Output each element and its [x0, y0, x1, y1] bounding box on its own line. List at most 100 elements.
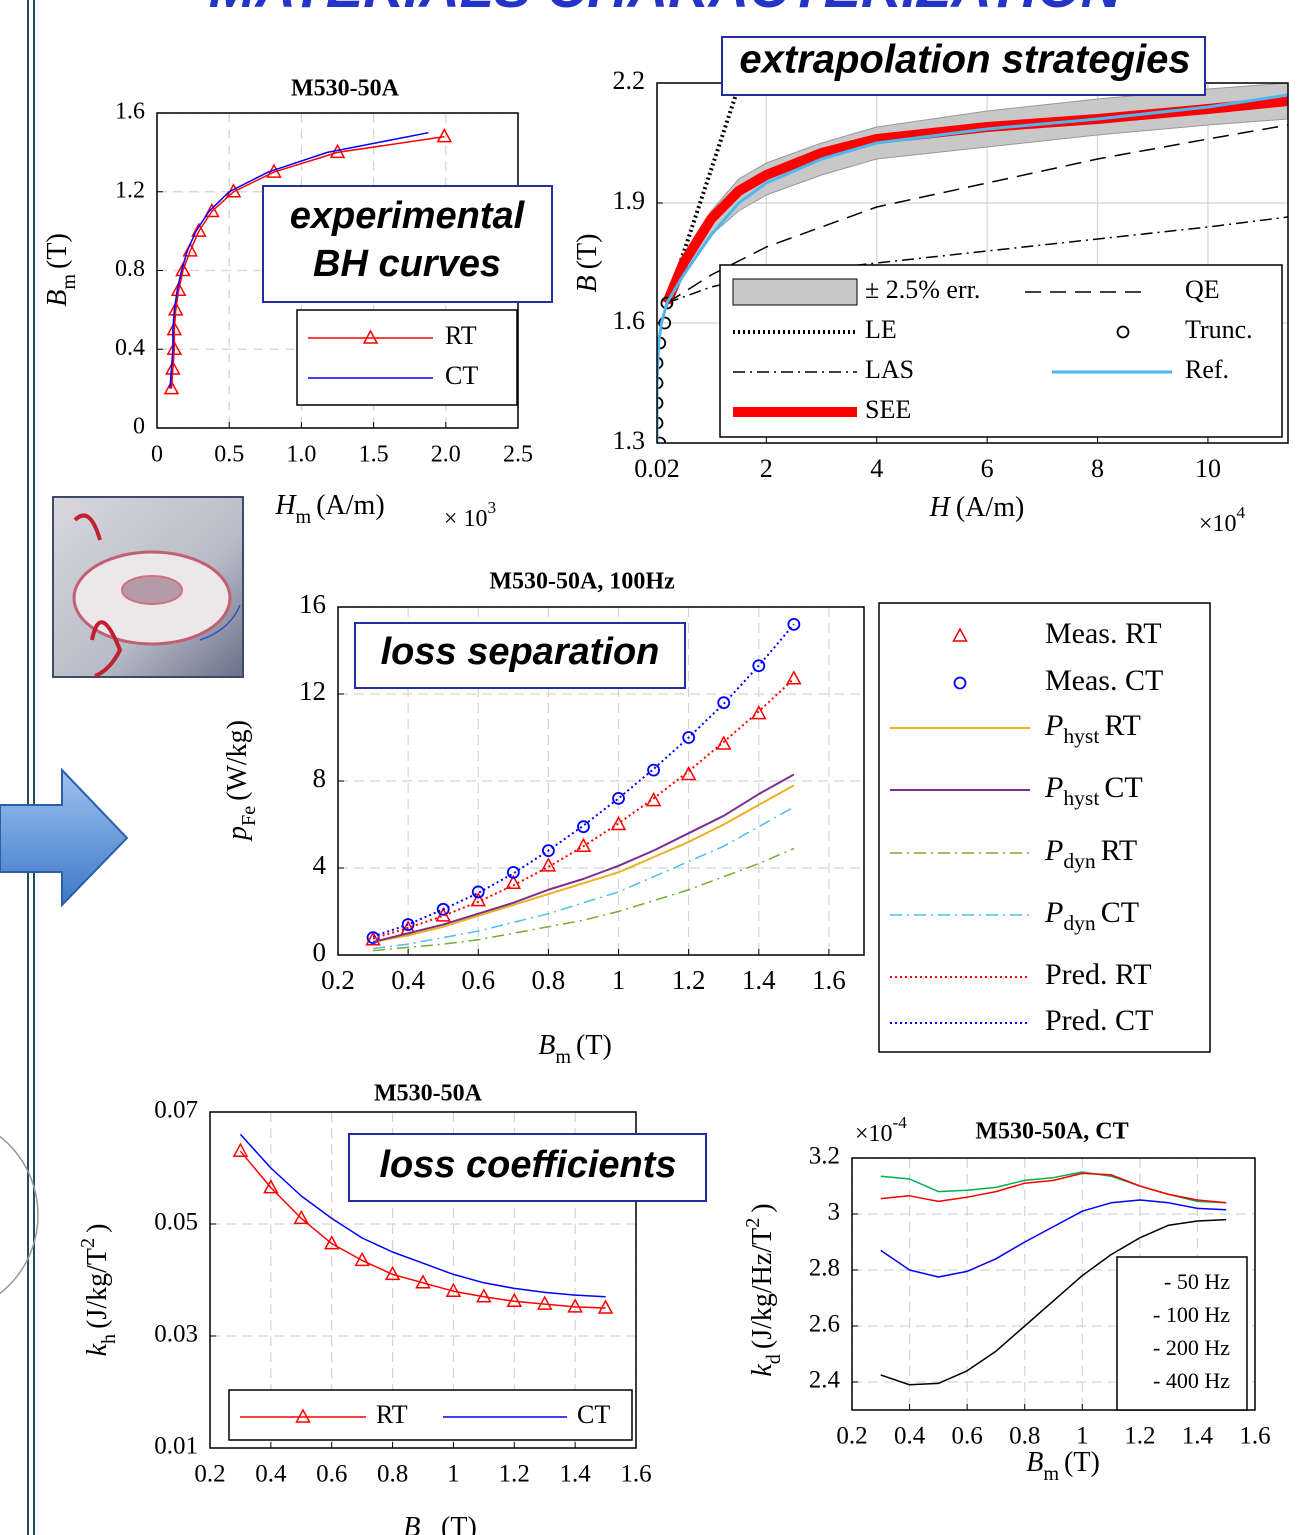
photo: [52, 496, 244, 678]
legend-label: - 400 Hz: [1153, 1368, 1230, 1393]
x-axis-label: Bm (T): [403, 1512, 477, 1535]
marker: [657, 396, 664, 410]
marker: [401, 918, 415, 931]
text-part: -4: [893, 1113, 908, 1132]
axis-multiplier: ×104: [1199, 503, 1246, 537]
marker: [471, 885, 485, 899]
x-tick-label: 0.6: [316, 1461, 347, 1488]
y-tick-label: 1.6: [115, 99, 145, 125]
axes-box: [209, 1111, 637, 1449]
text-part: CT: [1104, 771, 1142, 804]
annotation: extrapolation strategies: [739, 38, 1190, 82]
y-tick-label: 0.8: [115, 256, 145, 282]
text-part: ×10: [1199, 511, 1237, 537]
marker: [658, 316, 672, 330]
text-part: (T): [42, 233, 73, 269]
text-part: hyst: [1063, 786, 1099, 810]
annotation-box: [262, 185, 553, 303]
annotation-box: [348, 1133, 707, 1202]
x-tick-label: 0: [151, 442, 163, 468]
y-tick-label: 1.9: [613, 186, 646, 215]
legend-label: LAS: [865, 355, 914, 384]
marker: [567, 1298, 583, 1313]
chart-title: M530-50A, CT: [975, 1119, 1128, 1145]
legend-label: Pred. CT: [1045, 1004, 1153, 1037]
x-axis-label: H (A/m): [929, 492, 1025, 523]
marker: [175, 261, 191, 277]
marker: [657, 436, 667, 443]
legend-label: LE: [865, 315, 897, 344]
chart-title: M530-50A, 100Hz: [489, 569, 675, 595]
text-part: (T): [1064, 1447, 1100, 1478]
x-tick-label: 0.4: [894, 1423, 926, 1450]
marker: [657, 416, 664, 430]
annotation: loss separation: [381, 631, 660, 673]
text-part: 4: [1236, 503, 1245, 522]
series-line: [169, 131, 429, 389]
y-axis-label: pFe (W/kg): [222, 720, 259, 842]
y-tick-label: 1.2: [115, 177, 145, 203]
marker: [445, 1282, 462, 1297]
marker: [323, 1235, 340, 1250]
marker: [362, 329, 379, 344]
text-part: (A/m): [316, 490, 384, 521]
text-part: P: [1044, 834, 1063, 867]
y-axis-label: Bm (T): [42, 233, 79, 307]
legend-label: Physt CT: [1044, 771, 1143, 810]
x-tick-label: 0.2: [321, 965, 355, 995]
marker: [952, 627, 968, 642]
marker: [384, 1265, 401, 1281]
series-line: [170, 135, 445, 389]
x-tick-label: 1.6: [1239, 1423, 1270, 1450]
y-tick-label: 3: [828, 1199, 841, 1226]
marker: [435, 907, 451, 922]
marker: [612, 792, 625, 805]
text-part: 2: [77, 1238, 99, 1248]
x-tick-label: 1: [1076, 1423, 1089, 1450]
y-tick-label: 0.4: [115, 335, 145, 361]
y-tick-label: 4: [313, 850, 327, 880]
chart: 0.2 0.4 0.6 0.8 1 1.2 1.4 1.6 0 4 8 12 16 M530-50A, 1…: [222, 569, 1211, 1068]
legend-label: ± 2.5% err.: [865, 275, 980, 304]
x-tick-label: 0.2: [836, 1423, 867, 1450]
y-tick-label: 2.8: [809, 1255, 840, 1282]
plot: [232, 1133, 614, 1314]
text-part: RT: [1104, 709, 1141, 742]
y-axis-label: B (T): [572, 234, 603, 293]
text-part: m: [58, 274, 80, 290]
text-part: dyn: [1063, 849, 1096, 873]
annotation: loss coefficients: [379, 1144, 676, 1186]
x-tick-label: 0.6: [952, 1423, 983, 1450]
x-tick-label: 0.8: [1009, 1423, 1040, 1450]
x-tick-label: 0.5: [214, 442, 244, 468]
marker: [293, 1209, 310, 1225]
text-part: ×10: [855, 1121, 893, 1147]
text-part: ): [747, 1203, 778, 1212]
marker: [168, 301, 184, 316]
page-title: MATERIALS CHARACTERIZATION: [209, 0, 1123, 19]
x-tick-label: 2.5: [503, 442, 533, 468]
series-line: [372, 784, 795, 943]
legend-label: SEE: [865, 395, 911, 424]
legend-label: Meas. RT: [1045, 617, 1162, 650]
marker: [476, 1288, 492, 1303]
text-part: P: [1044, 771, 1063, 804]
text-part: ): [82, 1224, 113, 1233]
plot: [880, 1171, 1227, 1386]
x-tick-label: 1.4: [1182, 1423, 1214, 1450]
legend-label: - 50 Hz: [1164, 1269, 1230, 1294]
text-part: × 10: [444, 506, 488, 532]
y-tick-label: 0: [133, 414, 145, 440]
y-tick-label: 3.2: [809, 1143, 840, 1170]
x-tick-label: 8: [1091, 454, 1104, 483]
marker: [597, 1299, 614, 1314]
x-tick-label: 10: [1195, 454, 1221, 483]
marker: [540, 857, 557, 872]
marker: [542, 844, 555, 857]
series-line: [239, 1150, 606, 1309]
text-part: h: [98, 1334, 120, 1344]
x-tick-label: 2: [760, 454, 773, 483]
y-tick-label: 1.6: [613, 306, 646, 335]
plot: [657, 83, 1288, 443]
